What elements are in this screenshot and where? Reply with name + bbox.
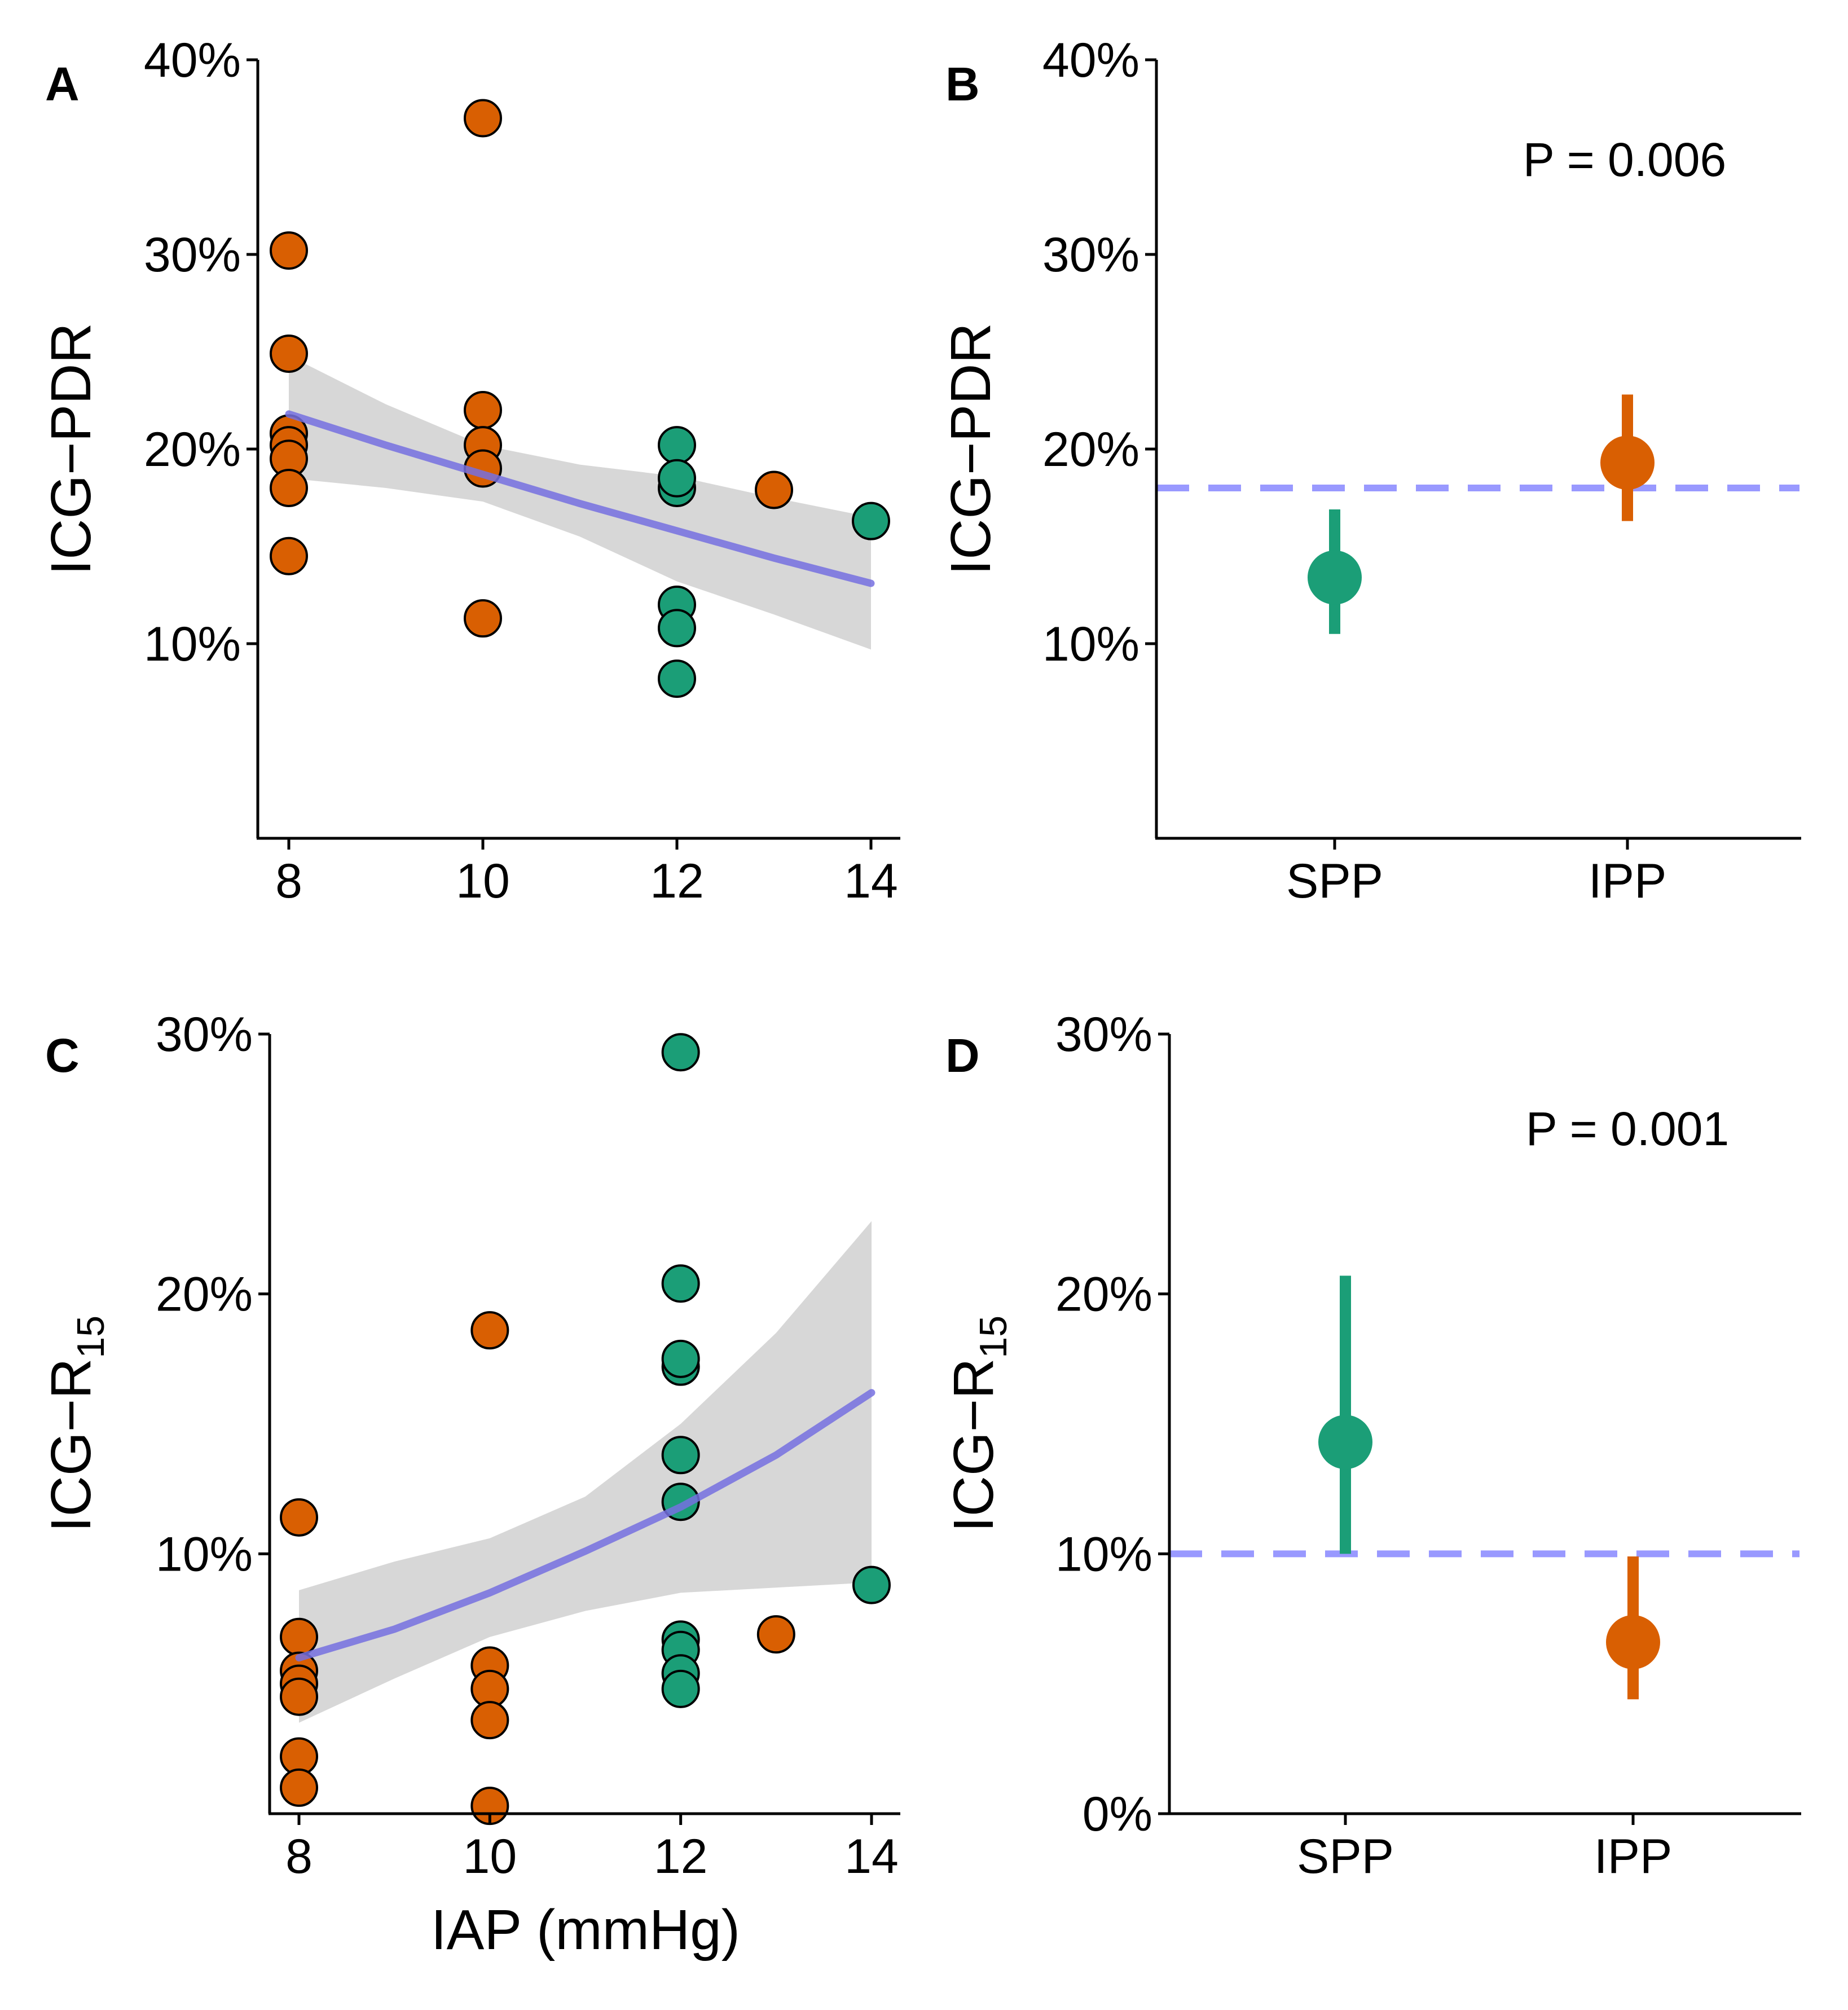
panel-c-x-tick-label: 10 bbox=[463, 1829, 517, 1884]
panel-c-y-axis-title: ICG−R15 bbox=[39, 1316, 112, 1532]
panel-b-y-ticks: 10% 20% 30% 40% bbox=[1042, 33, 1156, 671]
panel-c-y-tick-label: 10% bbox=[156, 1527, 253, 1581]
panel-a-y-tick-label: 20% bbox=[144, 423, 241, 477]
panel-a-point-ipp bbox=[270, 536, 308, 575]
panel-a-x-tick-label: 8 bbox=[275, 854, 302, 908]
panel-a-y-ticks: 10% 20% 30% 40% bbox=[144, 33, 258, 671]
panel-b-y-tick-label: 20% bbox=[1042, 423, 1139, 477]
panel-b-y-axis-title: ICG−PDR bbox=[939, 323, 1002, 575]
panel-b-x-tick-label-ipp: IPP bbox=[1589, 854, 1667, 908]
panel-b-y-tick-label: 40% bbox=[1042, 33, 1139, 87]
panel-a-point-ipp bbox=[464, 99, 502, 138]
panel-c-y-ticks: 10% 20% 30% bbox=[156, 1008, 270, 1581]
panel-a-point-spp bbox=[658, 609, 696, 648]
panel-c-point-spp bbox=[661, 1264, 700, 1303]
panel-c-point-ipp bbox=[280, 1677, 318, 1716]
panel-c-letter: C bbox=[45, 1029, 80, 1082]
panel-c-fit-line-layer bbox=[295, 1389, 875, 1662]
panel-b-letter: B bbox=[945, 58, 980, 111]
panel-c-y-tick-label: 30% bbox=[156, 1008, 253, 1062]
panel-d-y-tick-label: 30% bbox=[1055, 1008, 1152, 1062]
panel-c-y-axis-title-subscript: 15 bbox=[69, 1316, 112, 1358]
panel-d-ipp-estimate bbox=[1606, 1615, 1660, 1669]
panel-d-y-ticks: 0% 10% 20% 30% bbox=[1055, 1008, 1169, 1841]
panel-d-y-axis-title-subscript: 15 bbox=[972, 1316, 1015, 1358]
panel-c-y-axis-title-main: ICG−R bbox=[39, 1358, 103, 1532]
panel-a-x-tick-label: 12 bbox=[650, 854, 704, 908]
panel-c-x-tick-label: 8 bbox=[285, 1829, 313, 1884]
panel-a-point-ipp bbox=[464, 391, 502, 429]
panel-c-point-ipp bbox=[470, 1701, 509, 1740]
panel-b-y-tick-label: 30% bbox=[1042, 228, 1139, 282]
panel-a-point-spp bbox=[852, 502, 890, 540]
panel-a-fit-line bbox=[285, 410, 875, 587]
panel-c-point-ipp bbox=[280, 1617, 318, 1656]
panel-d-x-ticks: SPP IPP bbox=[1297, 1814, 1672, 1884]
panel-d: D 0% 10% 20% 30% SPP IPP P = 0.001 ICG−R15 bbox=[942, 1008, 1801, 1884]
panel-a-y-tick-label: 40% bbox=[144, 33, 241, 87]
panel-a-fit-line-layer bbox=[285, 410, 875, 587]
panel-c-point-spp bbox=[661, 1339, 700, 1378]
panel-c-point-spp bbox=[852, 1565, 891, 1604]
panel-b-estimates-layer bbox=[1308, 394, 1655, 634]
panel-b-y-tick-label: 10% bbox=[1042, 617, 1139, 671]
panel-b-ipp-estimate bbox=[1600, 436, 1655, 490]
panel-c-x-axis-title: IAP (mmHg) bbox=[431, 1898, 740, 1961]
panel-c-x-tick-label: 14 bbox=[844, 1829, 899, 1884]
panel-d-estimates-layer bbox=[1318, 1276, 1660, 1700]
panel-b-p-value: P = 0.006 bbox=[1523, 133, 1726, 186]
panel-c-point-ipp bbox=[280, 1768, 318, 1807]
panel-d-y-tick-label: 10% bbox=[1055, 1527, 1152, 1581]
panel-c-point-ipp bbox=[280, 1498, 318, 1537]
panel-b-x-ticks: SPP IPP bbox=[1286, 838, 1666, 908]
panel-c: C 10% 20% 30% 8 10 12 14 IAP (mmHg) ICG−R15 bbox=[39, 1008, 900, 1961]
panel-a-point-ipp bbox=[270, 334, 308, 373]
panel-b: B 10% 20% 30% 40% SPP IPP P = 0.006 ICG−PDR bbox=[939, 33, 1801, 908]
panel-c-x-ticks: 8 10 12 14 bbox=[285, 1814, 899, 1884]
panel-c-point-spp bbox=[661, 1669, 700, 1708]
panel-a-points-layer bbox=[270, 99, 890, 698]
panel-a-x-tick-label: 14 bbox=[844, 854, 898, 908]
panel-a-x-tick-label: 10 bbox=[456, 854, 510, 908]
panel-a-point-ipp bbox=[270, 469, 308, 507]
panel-c-point-spp bbox=[661, 1033, 700, 1072]
panel-d-p-value: P = 0.001 bbox=[1526, 1102, 1729, 1155]
panel-a-point-spp bbox=[658, 459, 696, 498]
panel-a-point-ipp bbox=[464, 599, 502, 638]
panel-a-point-spp bbox=[658, 659, 696, 698]
panel-c-confidence-ribbon-layer bbox=[299, 1221, 872, 1723]
panel-a-y-axis-title: ICG−PDR bbox=[39, 323, 103, 575]
panel-a-point-ipp bbox=[270, 231, 308, 270]
panel-d-y-tick-label: 0% bbox=[1083, 1787, 1152, 1841]
panel-c-point-spp bbox=[661, 1436, 700, 1475]
panel-c-x-tick-label: 12 bbox=[654, 1829, 708, 1884]
panel-c-y-tick-label: 20% bbox=[156, 1268, 253, 1322]
panel-a-y-tick-label: 30% bbox=[144, 228, 241, 282]
panel-c-point-ipp bbox=[756, 1615, 795, 1654]
panel-d-letter: D bbox=[945, 1029, 980, 1082]
panel-c-fit-line bbox=[295, 1389, 875, 1662]
panel-a-point-spp bbox=[658, 426, 696, 465]
panel-d-x-tick-label-ipp: IPP bbox=[1594, 1829, 1673, 1884]
panel-b-spp-estimate bbox=[1308, 550, 1362, 605]
panel-b-x-tick-label-spp: SPP bbox=[1286, 854, 1383, 908]
panel-a-letter: A bbox=[45, 58, 80, 111]
panel-d-x-tick-label-spp: SPP bbox=[1297, 1829, 1394, 1884]
panel-d-y-axis-title: ICG−R15 bbox=[942, 1316, 1015, 1532]
panel-d-y-axis-title-main: ICG−R bbox=[942, 1358, 1005, 1532]
panel-a-y-tick-label: 10% bbox=[144, 617, 241, 671]
panel-c-point-ipp bbox=[470, 1311, 509, 1350]
panel-a-x-ticks: 8 10 12 14 bbox=[275, 838, 898, 908]
panel-d-spp-estimate bbox=[1318, 1415, 1372, 1470]
panel-a-point-ipp bbox=[755, 470, 793, 509]
panel-d-y-tick-label: 20% bbox=[1055, 1268, 1152, 1322]
panel-c-confidence-ribbon bbox=[299, 1221, 872, 1723]
panel-a: A 10% 20% 30% 40% 8 10 12 14 ICG−PDR bbox=[39, 33, 900, 908]
